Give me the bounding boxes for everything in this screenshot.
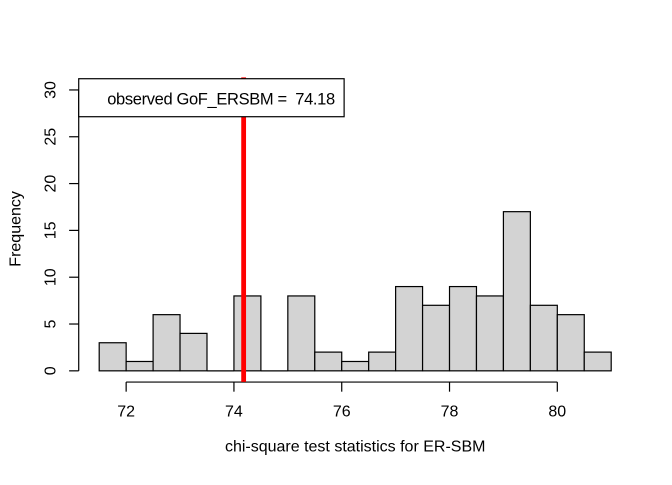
svg-text:74: 74 — [225, 404, 243, 421]
svg-text:25: 25 — [43, 128, 60, 146]
svg-text:chi-square test statistics for: chi-square test statistics for ER-SBM — [225, 439, 486, 456]
svg-text:20: 20 — [43, 175, 60, 193]
svg-text:78: 78 — [441, 404, 459, 421]
svg-text:Frequency: Frequency — [8, 191, 25, 267]
svg-text:76: 76 — [333, 404, 351, 421]
svg-text:0: 0 — [43, 366, 60, 375]
svg-text:10: 10 — [43, 268, 60, 286]
svg-text:15: 15 — [43, 221, 60, 239]
svg-text:80: 80 — [548, 404, 566, 421]
svg-text:72: 72 — [117, 404, 135, 421]
svg-text:5: 5 — [43, 319, 60, 328]
svg-text:30: 30 — [43, 81, 60, 99]
svg-text:observed GoF_ERSBM = 74.18: observed GoF_ERSBM = 74.18 — [107, 91, 335, 109]
